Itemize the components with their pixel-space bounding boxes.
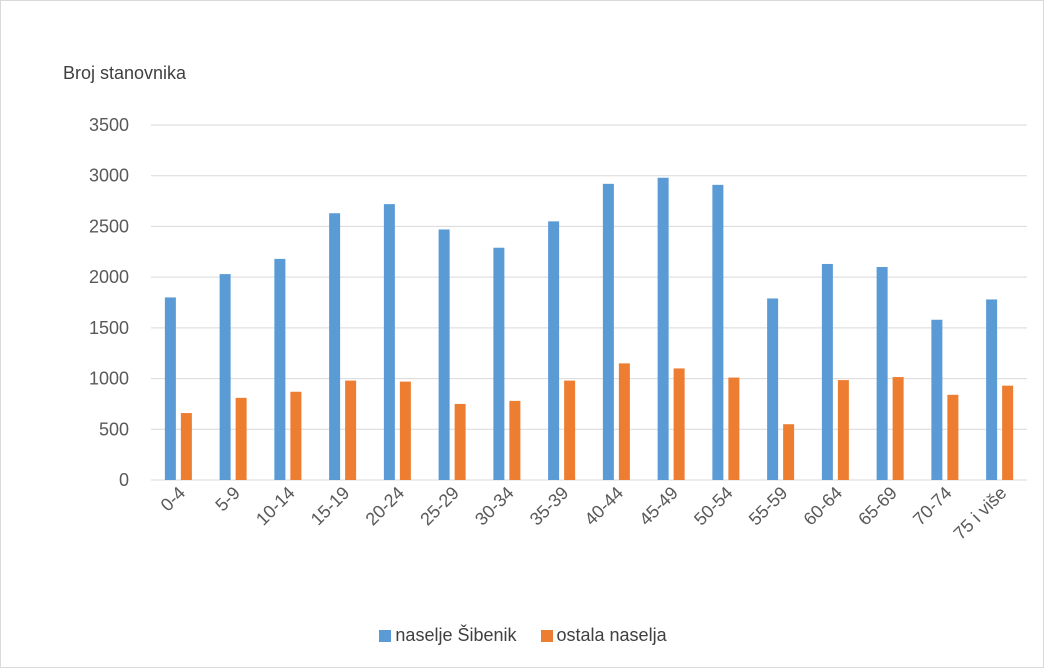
bar-sibenik bbox=[493, 247, 505, 480]
y-tick-label: 500 bbox=[99, 419, 129, 439]
x-tick-label: 60-64 bbox=[800, 483, 847, 530]
bar-sibenik bbox=[876, 267, 888, 480]
bar-sibenik bbox=[383, 204, 395, 480]
bar-ostala bbox=[783, 424, 795, 480]
legend-entry-ostala: ostala naselja bbox=[540, 625, 667, 646]
bar-sibenik bbox=[548, 221, 560, 480]
bar-ostala bbox=[564, 380, 576, 480]
legend-swatch-sibenik bbox=[379, 629, 392, 642]
y-tick-label: 0 bbox=[119, 470, 129, 490]
bar-ostala bbox=[345, 380, 357, 480]
bar-sibenik bbox=[274, 258, 286, 480]
x-tick-label: 30-34 bbox=[471, 483, 518, 530]
y-tick-label: 2500 bbox=[89, 216, 129, 236]
x-tick-label: 25-29 bbox=[416, 483, 463, 530]
bar-sibenik bbox=[438, 229, 450, 480]
legend-label-sibenik: naselje Šibenik bbox=[395, 625, 517, 645]
x-tick-label: 70-74 bbox=[909, 483, 956, 530]
y-tick-label: 3500 bbox=[89, 115, 129, 135]
y-tick-label: 2000 bbox=[89, 267, 129, 287]
bar-ostala bbox=[180, 413, 192, 480]
bar-ostala bbox=[290, 391, 302, 480]
bar-ostala bbox=[509, 400, 521, 480]
x-tick-label: 5-9 bbox=[211, 483, 244, 516]
bar-ostala bbox=[673, 368, 685, 480]
x-tick-label: 20-24 bbox=[362, 483, 409, 530]
bar-ostala bbox=[728, 377, 740, 480]
bar-sibenik bbox=[931, 319, 943, 480]
x-tick-label: 45-49 bbox=[635, 483, 682, 530]
bar-sibenik bbox=[986, 299, 998, 480]
x-tick-label: 15-19 bbox=[307, 483, 354, 530]
bar-sibenik bbox=[219, 274, 231, 480]
x-tick-label: 10-14 bbox=[252, 483, 299, 530]
y-axis-label: Broj stanovnika bbox=[63, 63, 187, 83]
legend-swatch-ostala bbox=[540, 629, 553, 642]
bar-ostala bbox=[235, 397, 247, 480]
x-tick-label: 65-69 bbox=[854, 483, 901, 530]
legend-label-ostala: ostala naselja bbox=[556, 625, 667, 645]
bar-ostala bbox=[618, 363, 630, 480]
x-tick-label: 35-39 bbox=[526, 483, 573, 530]
x-tick-label: 0-4 bbox=[157, 483, 190, 516]
bar-ostala bbox=[454, 403, 466, 480]
bar-ostala bbox=[399, 381, 411, 480]
bar-sibenik bbox=[657, 177, 669, 480]
bar-ostala bbox=[892, 377, 904, 480]
x-tick-label: 55-59 bbox=[745, 483, 792, 530]
bar-sibenik bbox=[821, 263, 833, 480]
bar-sibenik bbox=[712, 184, 724, 481]
x-tick-label: 40-44 bbox=[581, 483, 628, 530]
bar-sibenik bbox=[164, 297, 176, 480]
bar-ostala bbox=[947, 394, 959, 480]
legend-entry-sibenik: naselje Šibenik bbox=[379, 625, 517, 646]
y-tick-label: 1000 bbox=[89, 369, 129, 389]
bar-ostala bbox=[837, 380, 849, 480]
x-tick-label: 75 i više bbox=[950, 483, 1011, 544]
bar-sibenik bbox=[602, 183, 614, 481]
bar-sibenik bbox=[767, 298, 779, 480]
y-tick-label: 3000 bbox=[89, 166, 129, 186]
legend: naselje Šibenik ostala naselja bbox=[1, 625, 1044, 646]
bar-sibenik bbox=[329, 213, 341, 480]
bar-ostala bbox=[1002, 385, 1014, 480]
y-tick-label: 1500 bbox=[89, 318, 129, 338]
x-tick-label: 50-54 bbox=[690, 483, 737, 530]
